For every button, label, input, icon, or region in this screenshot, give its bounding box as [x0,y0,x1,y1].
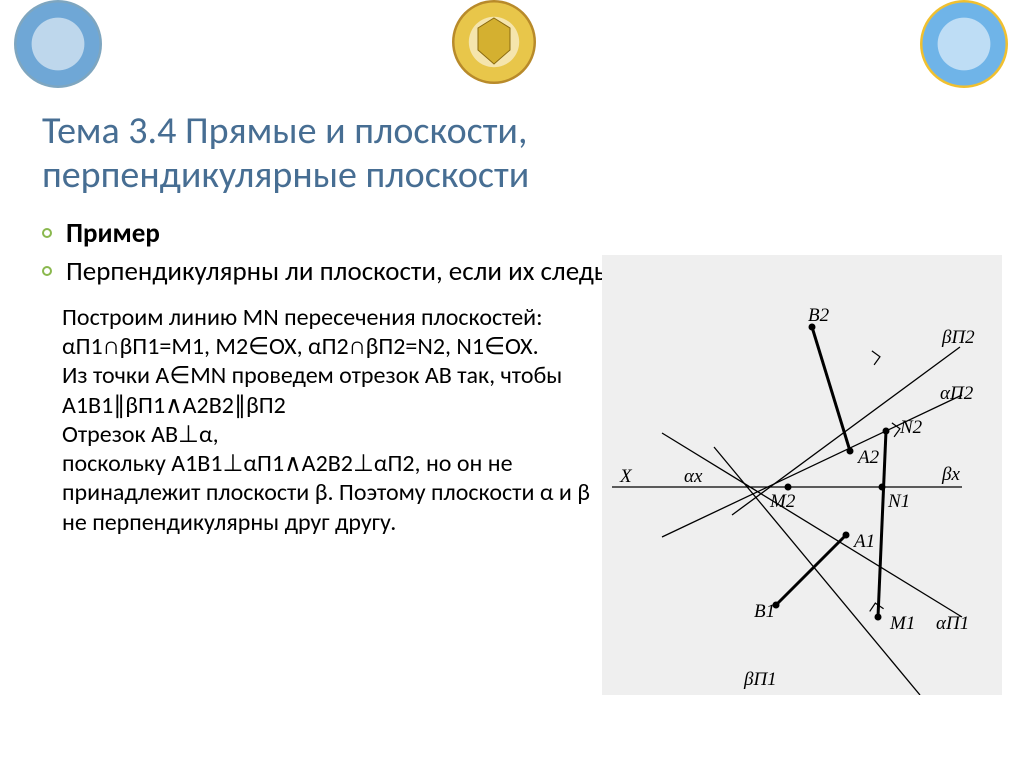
solution-line: αП1∩βП1=M1, M2∈OX, αП2∩βП2=N2, N1∈OX. [62,332,614,361]
svg-text:M1: M1 [889,613,915,634]
solution-line: Из точки A∈MN проведем отрезок AB так, ч… [62,361,614,420]
content-row: Построим линию MN пересечения плоскостей… [0,293,1024,537]
svg-text:N1: N1 [887,491,910,512]
solution-line: поскольку A1B1⊥αП1∧A2B2⊥αП2, но он не пр… [62,449,614,537]
svg-text:βП1: βП1 [743,669,777,690]
logo-left [14,0,102,88]
svg-text:B2: B2 [808,305,830,326]
slide-title: Тема 3.4 Прямые и плоскости, перпендикул… [0,90,1024,209]
solution-line: Построим линию MN пересечения плоскостей… [62,303,614,332]
header-logos [0,0,1024,90]
geometry-diagram: Xαx βx αП2 βП2 αП1 βП1 M2 N1 N2 M1 A2 A1 B2 B1 [602,255,1002,695]
solution-line: Отрезок AB⊥α, [62,420,614,449]
bullet-item: Пример [42,217,982,251]
svg-text:M2: M2 [769,491,796,512]
svg-text:X: X [619,466,633,487]
bullet-dot-icon [42,228,52,238]
diagram-container: XαxβxαП2βП2αП1βП1M2N1N2M1A2A1B2B1 [622,303,1024,537]
title-line-2: перпендикулярные плоскости [42,154,982,198]
svg-text:βП2: βП2 [941,327,975,348]
title-line-1: Тема 3.4 Прямые и плоскости, [42,110,982,154]
svg-text:βx: βx [941,464,960,485]
svg-text:N2: N2 [899,417,923,438]
bullet-dot-icon [42,266,52,276]
bullet-text: Пример [66,217,160,251]
svg-text:αП2: αП2 [940,383,974,404]
logo-center [452,0,536,84]
svg-text:A1: A1 [852,531,875,552]
svg-text:αx: αx [684,466,703,487]
svg-text:B1: B1 [754,601,775,622]
solution-text: Построим линию MN пересечения плоскостей… [62,303,622,537]
svg-text:αП1: αП1 [936,613,969,634]
svg-text:A2: A2 [856,447,880,468]
logo-right [920,0,1008,88]
